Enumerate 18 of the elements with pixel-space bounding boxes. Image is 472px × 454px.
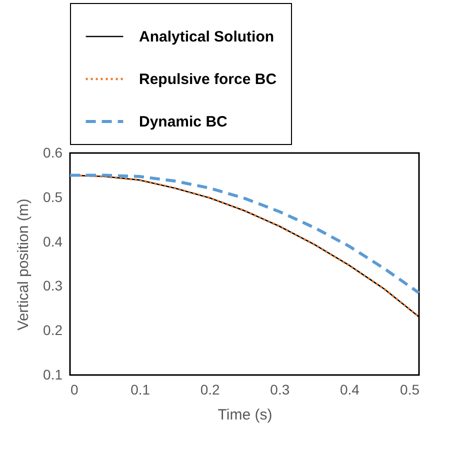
x-tick-label: 0.2 (200, 382, 220, 398)
y-tick-label: 0.4 (43, 233, 63, 250)
line-series (68, 174, 420, 294)
y-tick-label: 0.3 (43, 278, 63, 294)
y-tick-label: 0.5 (43, 188, 63, 205)
x-tick-label: 0.5 (400, 382, 420, 398)
x-tick-label: 0.4 (340, 382, 360, 398)
y-tick-label: 0.6 (43, 144, 63, 160)
y-tick-label: 0.2 (43, 322, 63, 338)
x-tick-label: 0 (70, 382, 78, 398)
y-tick-label: 0.1 (43, 366, 63, 382)
legend-label: Repulsive force BC (139, 71, 277, 88)
x-tick-label: 0.1 (130, 382, 150, 398)
y-axis-title: Vertical position (m) (15, 198, 32, 330)
x-tick-label: 0.3 (270, 382, 290, 398)
legend-label: Dynamic BC (139, 114, 228, 130)
legend-label: Analytical Solution (139, 28, 274, 46)
x-axis-title: Time (s) (218, 406, 272, 424)
